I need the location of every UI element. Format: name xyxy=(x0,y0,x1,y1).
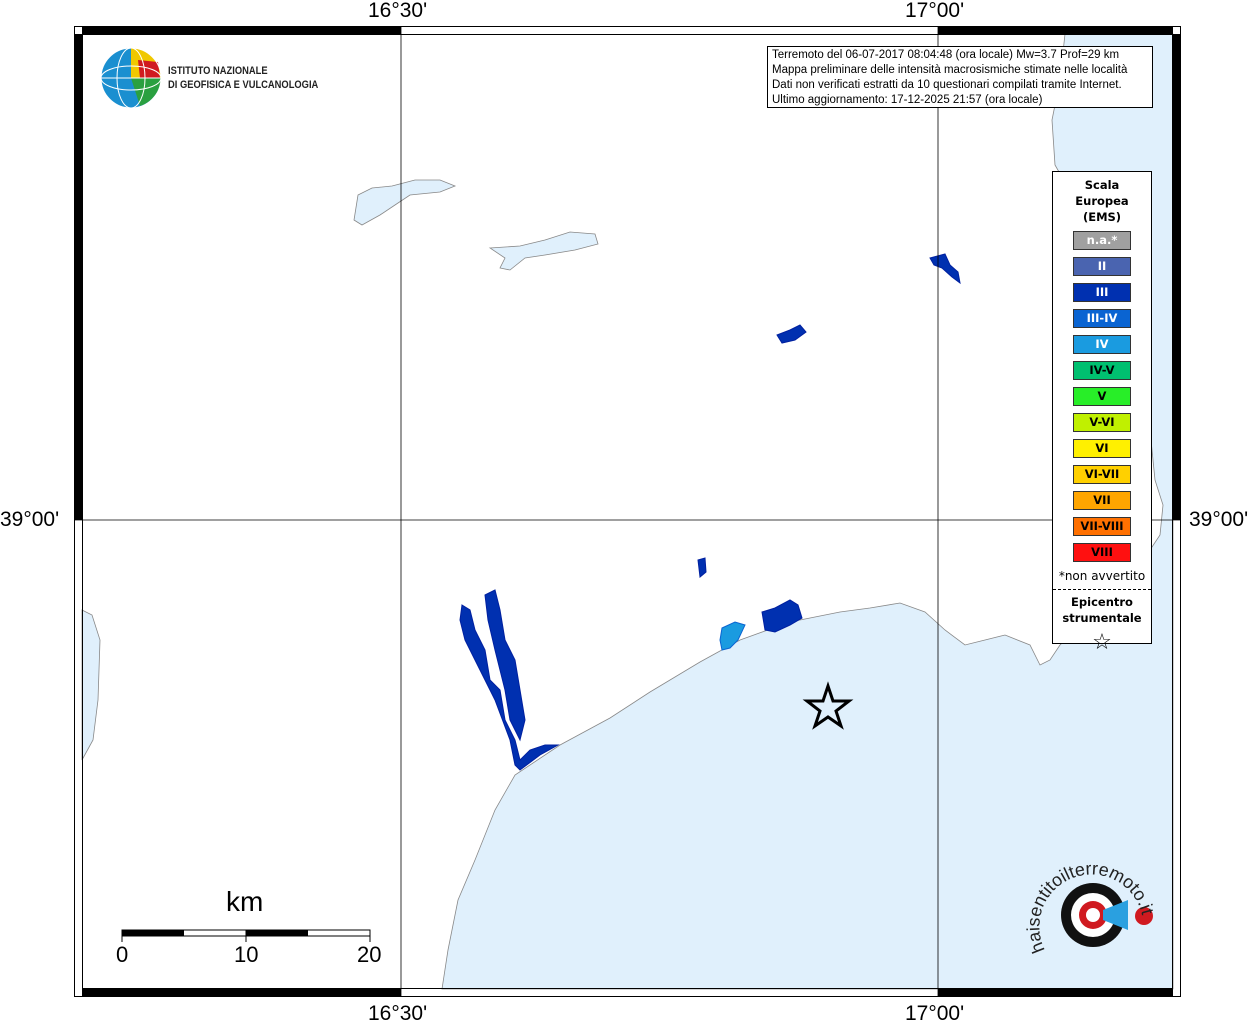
legend-swatch-iv: IV xyxy=(1073,335,1131,354)
lat-tick-right: 39°00' xyxy=(1189,508,1249,531)
map-frame xyxy=(74,26,1181,997)
epicenter-legend-label: Epicentro strumentale xyxy=(1053,594,1151,626)
info-line: Terremoto del 06-07-2017 08:04:48 (ora l… xyxy=(772,49,1120,61)
legend-swatch-iv-v: IV-V xyxy=(1073,361,1131,380)
scale-label: 0 xyxy=(116,942,129,967)
epicenter-label-line: strumentale xyxy=(1062,611,1142,625)
lon-tick-top: 16°30' xyxy=(368,0,428,22)
ingv-logo-icon xyxy=(100,47,162,109)
event-info-box: Terremoto del 06-07-2017 08:04:48 (ora l… xyxy=(767,46,1153,108)
lon-tick-bottom: 16°30' xyxy=(368,1002,428,1024)
logo-line-1: ISTITUTO NAZIONALE xyxy=(168,65,268,77)
lat-tick-left: 39°00' xyxy=(0,508,60,531)
lon-tick-bottom: 17°00' xyxy=(905,1002,965,1024)
legend-title-line: Scala xyxy=(1084,178,1120,192)
legend-swatch-iii-iv: III-IV xyxy=(1073,309,1131,328)
legend-swatch-iii: III xyxy=(1073,283,1131,302)
info-line: Mappa preliminare delle intensità macros… xyxy=(772,64,1128,76)
info-line: Ultimo aggiornamento: 17-12-2025 21:57 (… xyxy=(772,94,1043,106)
epicenter-label-line: Epicentro xyxy=(1071,595,1133,609)
legend-swatch-vii: VII xyxy=(1073,491,1131,510)
intensity-area-iv xyxy=(719,621,746,651)
info-line: Dati non verificati estratti da 10 quest… xyxy=(772,79,1122,91)
scale-label: 10 xyxy=(234,942,259,967)
legend-swatch-vi-vii: VI-VII xyxy=(1073,465,1131,484)
lake xyxy=(488,231,599,271)
ems-legend: Scala Europea (EMS) n.a.* II III III-IV IV IV… xyxy=(1052,171,1152,655)
legend-divider xyxy=(1053,589,1151,590)
lake xyxy=(353,179,457,226)
logo-line-2: DI GEOFISICA E VULCANOLOGIA xyxy=(168,79,319,91)
legend-title-line: Europea xyxy=(1075,194,1129,208)
legend-title: Scala Europea (EMS) xyxy=(1053,177,1151,225)
legend-swatch-na: n.a.* xyxy=(1073,231,1131,250)
legend-swatch-vi: VI xyxy=(1073,439,1131,458)
legend-swatch-v: V xyxy=(1073,387,1131,406)
legend-swatch-vii-viii: VII-VIII xyxy=(1073,517,1131,536)
scale-bar xyxy=(121,929,371,942)
legend-note: *non avvertito xyxy=(1058,569,1146,583)
legend-title-line: (EMS) xyxy=(1082,210,1122,224)
ingv-logo-text: ISTITUTO NAZIONALE DI GEOFISICA E VULCAN… xyxy=(168,64,318,92)
epicenter-star-icon xyxy=(802,681,854,730)
lon-tick-top: 17°00' xyxy=(905,0,965,22)
epicenter-star-icon: ☆ xyxy=(1092,630,1112,655)
scale-label: 20 xyxy=(357,942,382,967)
legend-swatch-viii: VIII xyxy=(1073,543,1131,562)
intensity-areas xyxy=(459,253,961,771)
graticule xyxy=(74,26,1181,997)
legend-swatch-v-vi: V-VI xyxy=(1073,413,1131,432)
legend-swatch-ii: II xyxy=(1073,257,1131,276)
scale-unit: km xyxy=(226,886,264,917)
legend-swatches: n.a.* II III III-IV IV IV-V V V-VI VI VI-VII VII VI… xyxy=(1053,231,1151,562)
